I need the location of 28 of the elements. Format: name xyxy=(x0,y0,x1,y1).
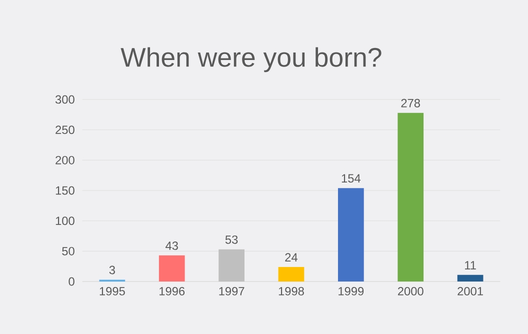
x-tick-label: 1999 xyxy=(338,286,364,296)
x-tick-label: 1998 xyxy=(278,286,304,296)
y-tick-label: 150 xyxy=(56,186,74,195)
x-tick-label: 1995 xyxy=(100,286,125,296)
data-label: 154 xyxy=(342,174,360,182)
x-tick-label: 1997 xyxy=(219,286,244,296)
y-tick-label: 300 xyxy=(55,95,74,104)
y-tick-label: 0 xyxy=(68,277,74,286)
x-tick-label: 2000 xyxy=(398,286,424,296)
bar xyxy=(158,255,185,282)
bar xyxy=(278,266,304,282)
bar xyxy=(218,249,244,282)
data-label: 24 xyxy=(285,253,298,262)
data-label: 278 xyxy=(401,98,420,108)
y-tick-label: 100 xyxy=(56,216,74,225)
bar xyxy=(338,188,364,282)
chart-title: When were you born? xyxy=(120,47,382,72)
bar xyxy=(398,112,424,282)
y-tick-label: 50 xyxy=(62,246,74,256)
y-tick-label: 200 xyxy=(56,156,74,164)
y-tick-label: 250 xyxy=(56,126,74,134)
data-label: 43 xyxy=(166,241,178,250)
x-tick-label: 2001 xyxy=(458,286,483,296)
x-tick-label: 1996 xyxy=(160,286,185,296)
data-label: 53 xyxy=(225,235,238,244)
data-label: 3 xyxy=(109,266,115,274)
bar xyxy=(457,274,484,282)
data-label: 11 xyxy=(465,261,476,270)
